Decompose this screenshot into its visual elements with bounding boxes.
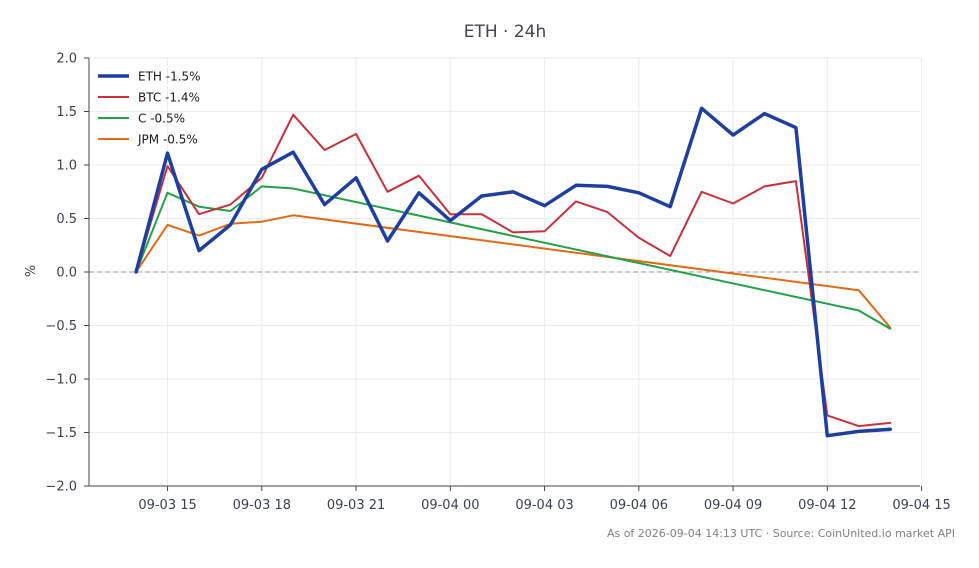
series-line-c bbox=[135, 185, 892, 330]
x-tick-label: 09-04 03 bbox=[515, 498, 573, 513]
x-tick-label: 09-04 15 bbox=[892, 498, 950, 513]
legend-label-c: C -0.5% bbox=[138, 111, 185, 125]
y-tick-label: −1.0 bbox=[45, 373, 77, 388]
x-tick-label: 09-03 15 bbox=[138, 498, 196, 513]
y-tick-label: 0.5 bbox=[56, 212, 77, 227]
legend-label-jpm: JPM -0.5% bbox=[137, 132, 198, 146]
x-tick-label: 09-04 00 bbox=[421, 498, 479, 513]
y-tick-label: 1.0 bbox=[56, 159, 77, 174]
chart-title: ETH · 24h bbox=[464, 22, 547, 42]
x-tick-label: 09-04 09 bbox=[704, 498, 762, 513]
series-line-btc bbox=[135, 113, 892, 428]
legend-label-eth: ETH -1.5% bbox=[138, 69, 201, 83]
y-tick-label: 0.0 bbox=[56, 266, 77, 281]
series-line-jpm bbox=[135, 214, 892, 329]
x-tick-label: 09-04 06 bbox=[610, 498, 668, 513]
y-tick-label: 2.0 bbox=[56, 52, 77, 67]
legend: ETH -1.5% BTC -1.4% C -0.5% JPM -0.5% bbox=[98, 69, 201, 146]
x-tick-label: 09-03 18 bbox=[233, 498, 291, 513]
y-axis-label: % bbox=[24, 265, 39, 277]
legend-label-btc: BTC -1.4% bbox=[138, 90, 200, 104]
y-tick-label: −2.0 bbox=[45, 480, 77, 495]
series-line-eth bbox=[134, 106, 892, 438]
y-tick-label: 1.5 bbox=[56, 105, 77, 120]
x-tick-label: 09-03 21 bbox=[327, 498, 385, 513]
y-tick-label: −1.5 bbox=[45, 426, 77, 441]
y-tick-label: −0.5 bbox=[45, 319, 77, 334]
chart-footer: As of 2026-09-04 14:13 UTC · Source: Coi… bbox=[607, 527, 955, 540]
axes: −2.0 −1.5 −1.0 −0.5 0.0 0.5 1.0 1.5 2.0 09-03 15 0… bbox=[45, 52, 950, 514]
x-tick-label: 09-04 12 bbox=[798, 498, 856, 513]
series-lines bbox=[134, 106, 892, 438]
